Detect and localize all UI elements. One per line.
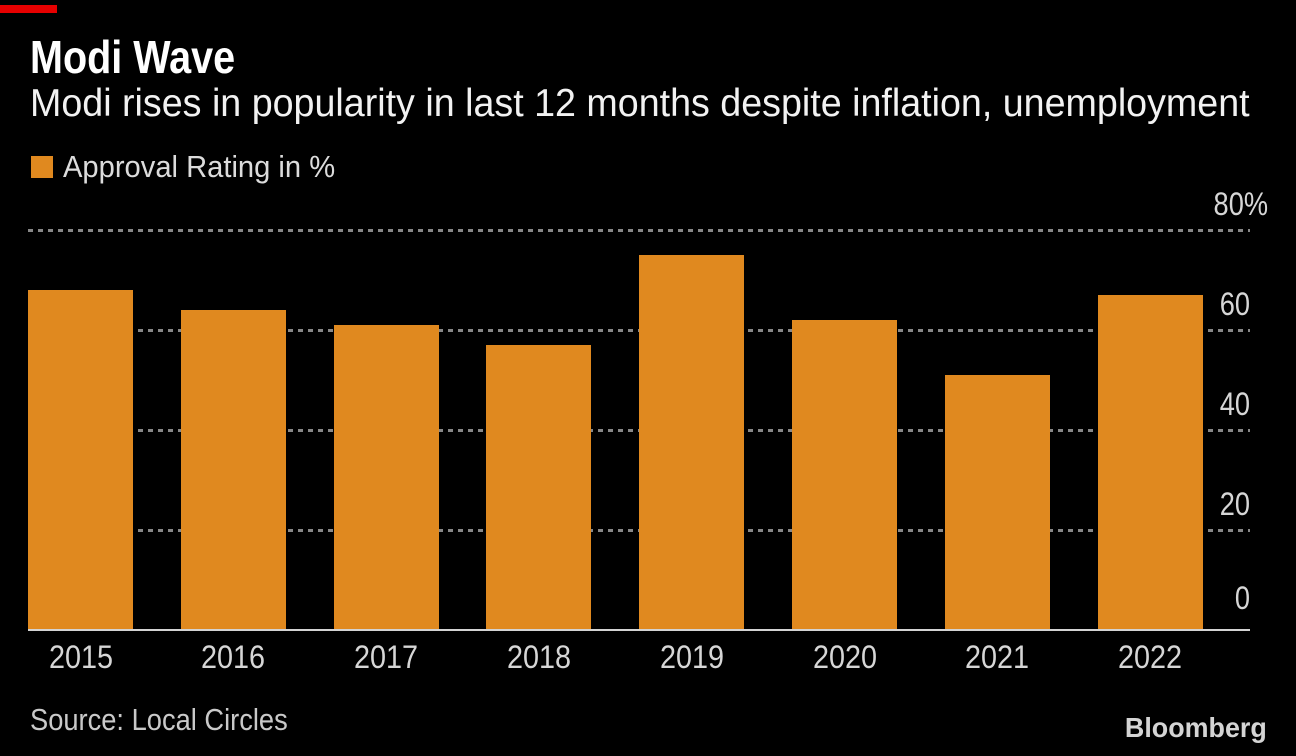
x-axis-label-2021: 2021 [964,639,1030,675]
bar-2017 [334,325,439,630]
legend-label: Approval Rating in % [63,149,336,184]
x-axis-label-2016: 2016 [200,639,266,675]
y-axis-label-40: 40 [1219,386,1250,422]
x-axis-label-2015: 2015 [48,639,114,675]
bar-2020 [792,320,897,630]
legend-swatch [31,156,53,178]
bar-2016 [181,310,286,630]
accent-bar [0,5,57,13]
x-axis-label-2019: 2019 [659,639,725,675]
x-axis-label-2017: 2017 [353,639,419,675]
x-axis-label-2022: 2022 [1117,639,1183,675]
bloomberg-logo: Bloomberg [1125,712,1267,743]
y-axis-label-80: 80% [1213,186,1268,222]
bar-2022 [1098,295,1203,630]
bar-2018 [486,345,591,630]
gridline-80 [28,228,1250,232]
bar-2019 [639,255,744,630]
y-axis-label-60: 60 [1219,286,1250,322]
x-axis-label-2020: 2020 [812,639,878,675]
legend: Approval Rating in % [31,149,353,184]
bar-2021 [945,375,1050,630]
x-axis-line [28,629,1250,631]
x-axis-label-2018: 2018 [506,639,572,675]
y-axis-label-20: 20 [1219,486,1250,522]
y-axis-label-0: 0 [1234,580,1250,616]
chart-subtitle: Modi rises in popularity in last 12 mont… [30,82,1250,125]
bar-2015 [28,290,133,630]
chart-title: Modi Wave [30,31,236,83]
source-note: Source: Local Circles [30,702,288,737]
